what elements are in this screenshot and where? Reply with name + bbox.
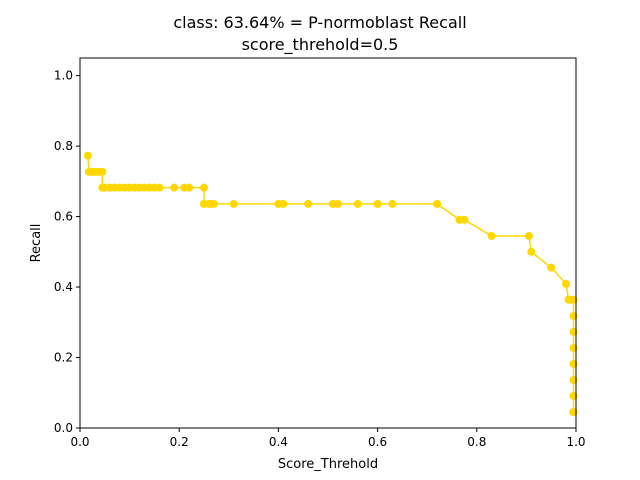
- data-point: [460, 215, 469, 224]
- data-point: [304, 199, 313, 208]
- y-tick-label: 0.4: [54, 280, 73, 294]
- y-tick-label: 1.0: [54, 69, 73, 83]
- data-point: [433, 199, 442, 208]
- y-axis-ticks: 0.0 0.2 0.4 0.6 0.8 1.0: [54, 69, 80, 435]
- data-point: [279, 199, 288, 208]
- data-point: [209, 199, 218, 208]
- data-point: [524, 231, 533, 240]
- data-point: [353, 199, 362, 208]
- y-tick-label: 0.6: [54, 210, 73, 224]
- data-point: [83, 151, 92, 160]
- plot-frame: [79, 57, 577, 429]
- data-point: [388, 199, 397, 208]
- chart-subtitle: score_threhold=0.5: [242, 35, 399, 55]
- data-point: [562, 279, 571, 288]
- x-tick-label: 0.8: [467, 435, 486, 449]
- x-axis-label: Score_Threhold: [278, 457, 378, 472]
- data-point: [373, 199, 382, 208]
- x-axis-ticks: 0.0 0.2 0.4 0.6 0.8 1.0: [70, 428, 586, 449]
- data-point: [185, 183, 194, 192]
- y-tick-label: 0.8: [54, 139, 73, 153]
- x-tick-label: 0.0: [70, 435, 89, 449]
- x-tick-label: 0.2: [170, 435, 189, 449]
- x-tick-label: 0.6: [368, 435, 387, 449]
- data-point: [200, 183, 208, 192]
- series-layer: [83, 151, 578, 417]
- plot-area: [80, 58, 576, 428]
- data-point: [527, 247, 536, 256]
- x-tick-label: 1.0: [566, 435, 585, 449]
- x-tick-label: 0.4: [269, 435, 288, 449]
- data-point: [155, 183, 164, 192]
- chart-title: class: 63.64% = P-normoblast Recall: [173, 13, 466, 32]
- y-tick-label: 0.0: [54, 421, 73, 435]
- data-point: [547, 263, 556, 272]
- plot-background: [80, 58, 576, 428]
- data-point: [229, 199, 238, 208]
- data-point: [333, 199, 342, 208]
- data-point: [170, 183, 179, 192]
- y-axis-label: Recall: [29, 224, 44, 263]
- data-point: [98, 167, 107, 176]
- y-tick-label: 0.2: [54, 351, 73, 365]
- data-point: [487, 231, 496, 240]
